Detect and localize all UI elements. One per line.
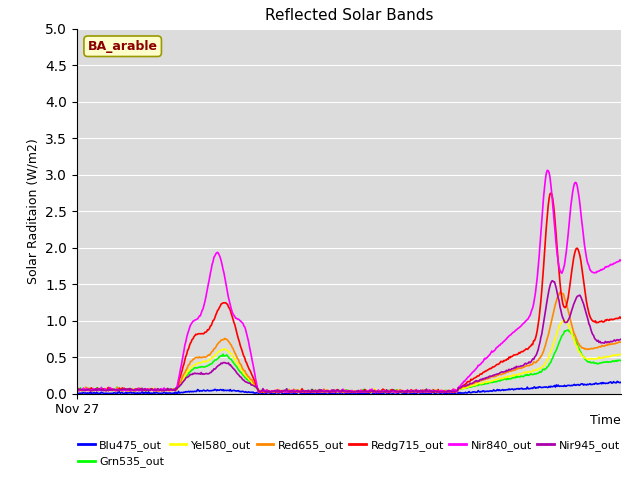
Yel580_out [73,385,81,391]
Grn535_out [394,388,402,394]
Blu475_out [437,391,445,396]
Line: Blu475_out: Blu475_out [77,382,621,394]
Nir945_out [169,387,177,393]
Y-axis label: Solar Raditaion (W/m2): Solar Raditaion (W/m2) [26,138,40,284]
Text: BA_arable: BA_arable [88,40,157,53]
Redg715_out [213,310,221,316]
Blu475_out [169,390,177,396]
Red655_out [169,387,177,393]
Red655_out [437,388,445,394]
Blu475_out [319,390,327,396]
Line: Yel580_out: Yel580_out [77,320,621,392]
Nir840_out [213,250,221,256]
Grn535_out [169,386,177,392]
Redg715_out [169,387,177,393]
Redg715_out [73,387,81,393]
Line: Red655_out: Red655_out [77,292,621,392]
Line: Nir840_out: Nir840_out [77,170,621,392]
Grn535_out [73,387,81,393]
Redg715_out [258,389,266,395]
Nir945_out [73,387,81,393]
Blu475_out [213,388,221,394]
Line: Redg715_out: Redg715_out [77,193,621,392]
Nir945_out [394,389,402,395]
Grn535_out [320,388,328,394]
Grn535_out [313,389,321,395]
Red655_out [394,389,402,395]
Yel580_out [437,388,445,394]
Redg715_out [617,315,625,321]
Nir840_out [437,388,445,394]
Nir945_out [483,374,491,380]
Nir840_out [169,387,177,393]
Yel580_out [560,317,568,323]
Nir945_out [320,389,328,395]
Line: Nir945_out: Nir945_out [77,281,621,392]
Redg715_out [483,367,491,373]
Blu475_out [613,379,621,384]
Redg715_out [320,388,328,394]
Nir945_out [617,336,625,342]
Yel580_out [394,389,402,395]
Grn535_out [437,388,445,394]
Yel580_out [320,389,328,395]
Yel580_out [483,378,491,384]
Nir840_out [483,355,491,360]
Legend: Blu475_out, Grn535_out, Yel580_out, Red655_out, Redg715_out, Nir840_out, Nir945_: Blu475_out, Grn535_out, Yel580_out, Red6… [74,436,624,472]
Yel580_out [169,386,177,392]
Blu475_out [394,391,402,396]
Red655_out [319,389,327,395]
Grn535_out [564,327,572,333]
Yel580_out [617,352,625,358]
Red655_out [213,343,221,348]
Nir945_out [213,364,221,370]
Nir945_out [549,278,557,284]
Nir945_out [278,389,286,395]
Yel580_out [275,389,282,395]
Title: Reflected Solar Bands: Reflected Solar Bands [264,9,433,24]
Red655_out [385,389,393,395]
Nir840_out [320,387,328,393]
Nir840_out [283,389,291,395]
Redg715_out [394,389,402,395]
Blu475_out [617,379,625,385]
Redg715_out [437,389,445,395]
Red655_out [73,386,81,392]
Grn535_out [617,358,625,363]
Nir840_out [73,387,81,393]
Redg715_out [547,190,555,196]
Red655_out [483,376,491,382]
Yel580_out [213,351,221,357]
Nir945_out [437,389,445,395]
Red655_out [556,289,564,295]
Blu475_out [330,391,338,396]
Grn535_out [213,357,221,362]
Nir840_out [617,258,625,264]
Blu475_out [73,390,81,396]
Blu475_out [483,388,491,394]
Nir840_out [543,168,551,173]
Red655_out [617,339,625,345]
Grn535_out [483,381,491,386]
Nir840_out [394,389,402,395]
Line: Grn535_out: Grn535_out [77,330,621,392]
Text: Time: Time [590,414,621,427]
